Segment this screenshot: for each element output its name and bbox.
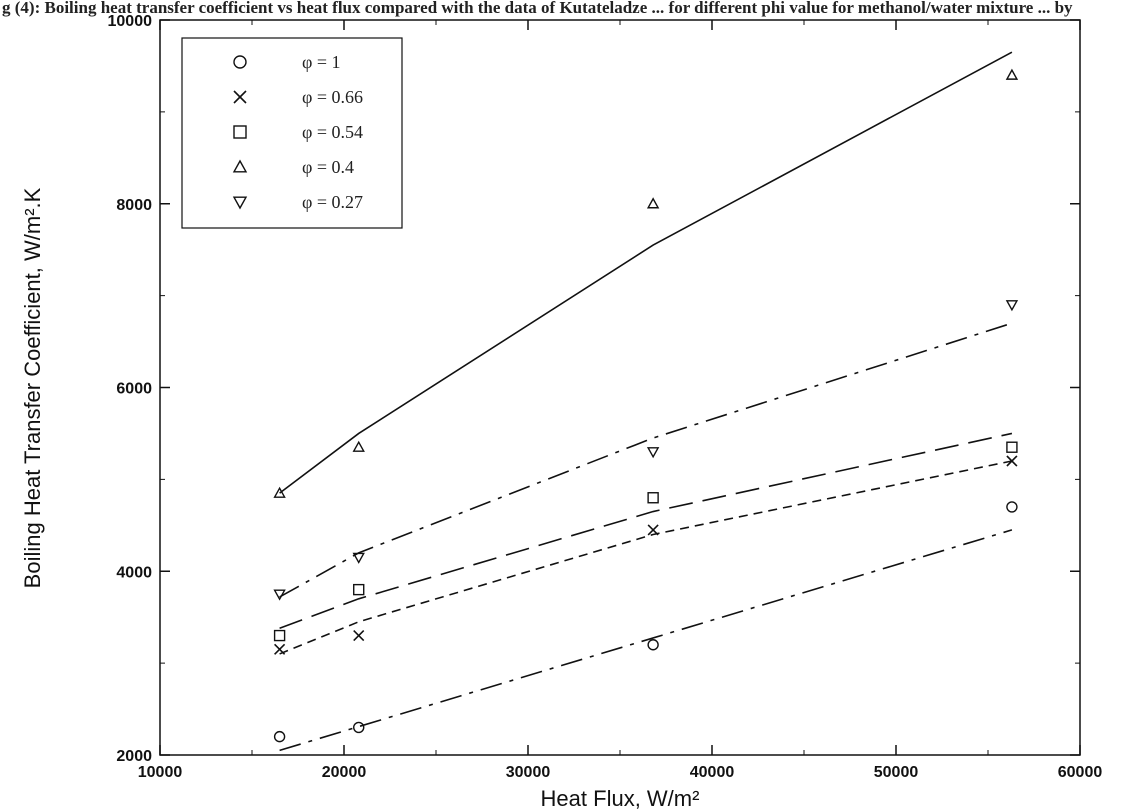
x-axis-label: Heat Flux, W/m² [541, 786, 700, 811]
data-point [275, 644, 285, 654]
y-tick-label: 8000 [116, 197, 152, 214]
figure-caption: g (4): Boiling heat transfer coefficient… [2, 0, 1073, 17]
y-tick-label: 6000 [116, 381, 152, 398]
y-tick-label: 4000 [116, 564, 152, 581]
data-point [1007, 502, 1017, 512]
legend-label: φ = 0.4 [302, 157, 354, 177]
data-point [354, 631, 364, 641]
data-point [275, 631, 285, 641]
x-tick-label: 60000 [1058, 764, 1103, 781]
legend-box [182, 38, 402, 228]
data-point [1007, 70, 1017, 79]
data-point [648, 199, 658, 208]
legend-label: φ = 0.54 [302, 122, 363, 142]
data-point [354, 722, 364, 732]
y-tick-label: 2000 [116, 748, 152, 765]
x-tick-label: 10000 [138, 764, 183, 781]
fit-line [280, 323, 1012, 597]
x-tick-label: 50000 [874, 764, 919, 781]
y-axis-label: Boiling Heat Transfer Coefficient, W/m².… [20, 187, 45, 588]
data-point [354, 553, 364, 562]
legend-label: φ = 1 [302, 52, 341, 72]
fit-line [280, 461, 1012, 654]
data-point [1007, 301, 1017, 310]
legend-label: φ = 0.66 [302, 87, 363, 107]
data-point [648, 448, 658, 457]
data-point [354, 442, 364, 451]
data-point [648, 525, 658, 535]
fit-line [280, 530, 1012, 751]
legend-label: φ = 0.27 [302, 192, 363, 212]
data-point [648, 493, 658, 503]
data-point [1007, 442, 1017, 452]
data-point [648, 640, 658, 650]
x-tick-label: 30000 [506, 764, 551, 781]
x-tick-label: 20000 [322, 764, 367, 781]
legend: φ = 1 φ = 0.66 φ = 0.54 φ = 0.4 φ = 0.27 [182, 38, 402, 228]
data-point [275, 732, 285, 742]
x-tick-label: 40000 [690, 764, 735, 781]
data-point [354, 585, 364, 595]
y-tick-label: 10000 [108, 13, 153, 30]
fit-line [280, 433, 1012, 628]
